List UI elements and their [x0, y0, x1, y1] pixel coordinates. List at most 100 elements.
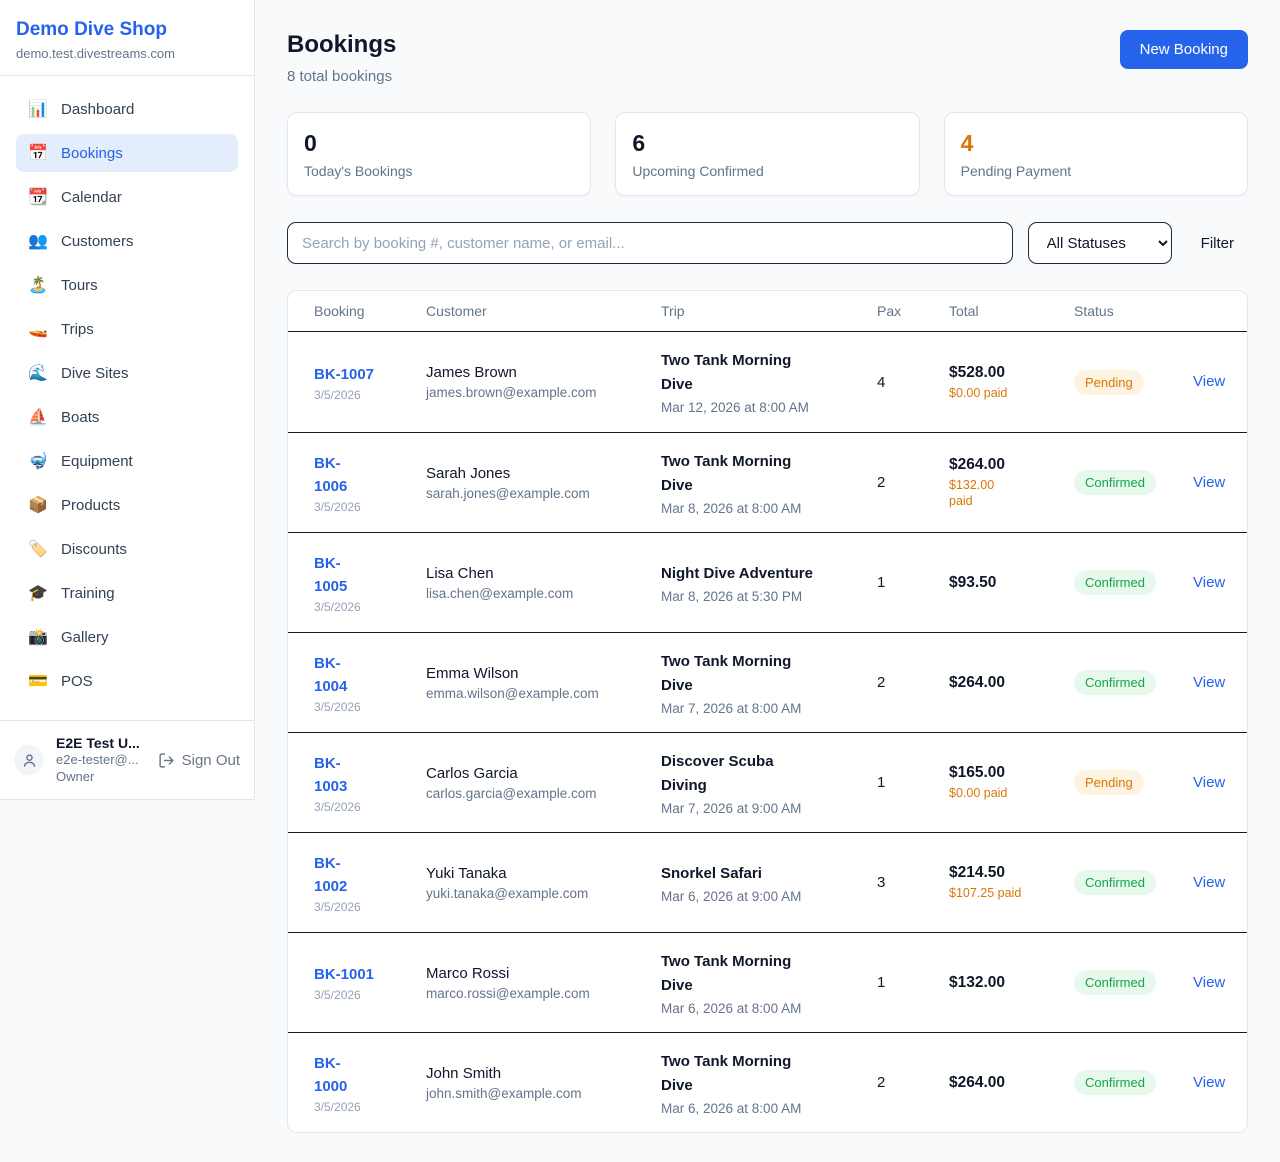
- camera-icon: 📸: [28, 629, 48, 646]
- booking-link[interactable]: BK- 1005: [314, 554, 348, 595]
- total-amount: $264.00: [949, 456, 1006, 473]
- paid-amount: $0.00 paid: [949, 385, 1008, 400]
- booking-date: 3/5/2026: [314, 699, 361, 714]
- sidebar-item-customers[interactable]: 👥 Customers: [28, 232, 134, 251]
- sidebar-item-tours[interactable]: 🏝️ Tours: [28, 276, 98, 295]
- speedboat-icon: 🚤: [28, 321, 48, 338]
- sidebar-item-bookings[interactable]: 📅 Bookings: [16, 134, 238, 172]
- user-name: E2E Test U...: [56, 735, 140, 751]
- customer-email: james.brown@example.com: [426, 385, 597, 400]
- sidebar-item-calendar[interactable]: 📆 Calendar: [28, 188, 122, 207]
- table-row: BK- 1002 3/5/2026 Yuki Tanaka yuki.tanak…: [288, 832, 1247, 932]
- booking-link[interactable]: BK- 1006: [314, 454, 348, 495]
- trip-datetime: Mar 6, 2026 at 9:00 AM: [661, 888, 802, 904]
- sidebar-item-gallery[interactable]: 📸 Gallery: [28, 628, 109, 647]
- booking-link[interactable]: BK-1001: [314, 966, 375, 983]
- table-row: BK- 1000 3/5/2026 John Smith john.smith@…: [288, 1032, 1247, 1132]
- bar-chart-icon: 📊: [28, 101, 48, 118]
- col-customer: Customer: [426, 303, 487, 319]
- trip-datetime: Mar 8, 2026 at 8:00 AM: [661, 500, 802, 516]
- view-link[interactable]: View: [1193, 973, 1226, 991]
- trip-name: Two Tank Morning Dive: [661, 352, 792, 393]
- col-status: Status: [1074, 303, 1114, 319]
- people-icon: 👥: [28, 233, 48, 250]
- sidebar-item-equipment[interactable]: 🤿 Equipment: [28, 452, 133, 471]
- trip-name: Night Dive Adventure: [661, 564, 813, 582]
- table-body: BK-1007 3/5/2026 James Brown james.brown…: [288, 332, 1247, 1132]
- pax-value: 1: [877, 774, 886, 791]
- table-row: BK-1007 3/5/2026 James Brown james.brown…: [288, 332, 1247, 432]
- booking-link[interactable]: BK- 1004: [314, 654, 348, 695]
- booking-link[interactable]: BK- 1003: [314, 754, 348, 795]
- new-booking-button[interactable]: New Booking: [1119, 30, 1248, 69]
- sidebar-item-training[interactable]: 🎓 Training: [28, 584, 115, 603]
- view-link[interactable]: View: [1193, 873, 1226, 891]
- trip-datetime: Mar 7, 2026 at 9:00 AM: [661, 800, 802, 816]
- customer-name: Emma Wilson: [426, 664, 519, 682]
- user-avatar: [14, 745, 44, 775]
- pax-value: 2: [877, 674, 886, 691]
- user-email: e2e-tester@...: [56, 752, 139, 767]
- stat-card-upcoming-confirmed: 6 Upcoming Confirmed: [615, 112, 920, 196]
- pax-value: 1: [877, 974, 886, 991]
- col-booking: Booking: [314, 303, 365, 319]
- sign-out-button[interactable]: Sign Out: [158, 752, 240, 769]
- status-badge: Confirmed: [1074, 870, 1156, 895]
- stat-card-todays-bookings: 0 Today's Bookings: [287, 112, 592, 196]
- booking-link[interactable]: BK-1007: [314, 365, 375, 383]
- view-link[interactable]: View: [1193, 773, 1226, 791]
- sidebar-item-discounts[interactable]: 🏷️ Discounts: [28, 540, 127, 559]
- table-row: BK- 1003 3/5/2026 Carlos Garcia carlos.g…: [288, 732, 1247, 832]
- total-amount: $528.00: [949, 363, 1006, 381]
- sidebar-nav: 📊 Dashboard 📅 Bookings 📆 Calendar 👥 Cust…: [0, 76, 254, 720]
- customer-name: James Brown: [426, 364, 517, 381]
- view-link[interactable]: View: [1193, 473, 1226, 491]
- total-amount: $93.50: [949, 573, 997, 591]
- paid-amount: $107.25 paid: [949, 886, 1022, 900]
- table-row: BK- 1004 3/5/2026 Emma Wilson emma.wilso…: [288, 632, 1247, 732]
- island-icon: 🏝️: [28, 277, 48, 294]
- sidebar-item-trips[interactable]: 🚤 Trips: [28, 320, 94, 339]
- stat-label: Today's Bookings: [304, 163, 413, 179]
- pax-value: 1: [877, 574, 886, 591]
- status-badge: Pending: [1074, 369, 1144, 395]
- sidebar-item-pos[interactable]: 💳 POS: [28, 672, 93, 691]
- tag-icon: 🏷️: [28, 541, 48, 558]
- sidebar-item-products[interactable]: 📦 Products: [28, 496, 121, 515]
- customer-email: carlos.garcia@example.com: [426, 785, 597, 801]
- customer-name: Carlos Garcia: [426, 764, 518, 782]
- person-icon: [23, 753, 35, 767]
- booking-link[interactable]: BK- 1000: [314, 1054, 348, 1095]
- pax-value: 2: [877, 474, 886, 491]
- filter-button[interactable]: Filter: [1187, 235, 1248, 252]
- sidebar-item-dashboard[interactable]: 📊 Dashboard: [28, 100, 135, 119]
- view-link[interactable]: View: [1193, 673, 1226, 691]
- trip-name: Two Tank Morning Dive: [661, 1052, 792, 1094]
- sidebar-item-dive-sites[interactable]: 🌊 Dive Sites: [28, 364, 129, 383]
- trip-name: Snorkel Safari: [661, 864, 762, 882]
- page-subtitle: 8 total bookings: [287, 68, 393, 85]
- stat-value: 6: [632, 130, 646, 156]
- booking-link[interactable]: BK- 1002: [314, 854, 348, 895]
- total-amount: $132.00: [949, 973, 1006, 991]
- search-input[interactable]: [287, 222, 1013, 264]
- status-filter-select[interactable]: All Statuses: [1027, 222, 1172, 264]
- trip-datetime: Mar 12, 2026 at 8:00 AM: [661, 400, 809, 415]
- bookings-table: Booking Customer Trip Pax Total Status B…: [287, 290, 1248, 1133]
- stat-label: Pending Payment: [960, 163, 1072, 179]
- view-link[interactable]: View: [1193, 373, 1226, 390]
- diving-mask-icon: 🤿: [28, 453, 48, 470]
- trip-name: Two Tank Morning Dive: [661, 952, 792, 994]
- view-link[interactable]: View: [1193, 573, 1226, 591]
- col-total: Total: [949, 303, 979, 319]
- table-header: Booking Customer Trip Pax Total Status: [288, 291, 1247, 332]
- status-badge: Confirmed: [1074, 970, 1156, 995]
- sign-out-icon: [159, 752, 174, 768]
- table-row: BK-1001 3/5/2026 Marco Rossi marco.rossi…: [288, 932, 1247, 1032]
- stat-value: 4: [960, 130, 974, 156]
- trip-name: Two Tank Morning Dive: [661, 652, 792, 694]
- graduation-cap-icon: 🎓: [28, 585, 48, 602]
- view-link[interactable]: View: [1193, 1073, 1226, 1091]
- sidebar-item-boats[interactable]: ⛵ Boats: [28, 408, 100, 427]
- customer-name: Lisa Chen: [426, 564, 494, 582]
